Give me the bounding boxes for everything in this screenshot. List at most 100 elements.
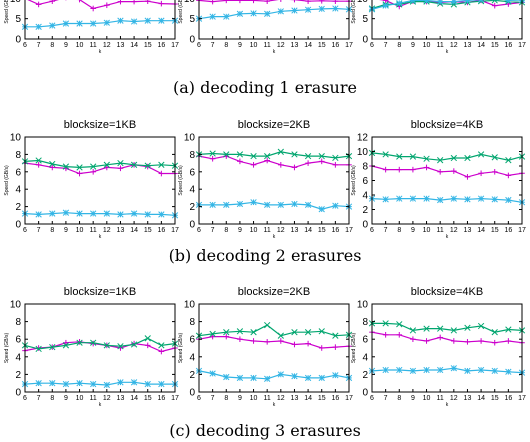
x-tick-label: 14: [130, 42, 138, 49]
data-point: [250, 374, 257, 382]
data-point: [223, 329, 230, 336]
data-point: [478, 170, 484, 177]
data-point: [237, 0, 243, 4]
y-tick-label: 2: [15, 370, 21, 381]
data-point: [144, 380, 151, 388]
data-point: [103, 161, 110, 168]
data-point: [223, 0, 230, 4]
x-tick-label: 8: [397, 227, 401, 234]
y-axis-label: Speed (GB/s): [351, 333, 357, 364]
y-tick-label: 2: [189, 370, 195, 381]
data-point: [277, 201, 284, 209]
y-tick-label: 0: [362, 35, 368, 46]
caption-a: (a) decoding 1 erasure: [173, 78, 357, 97]
x-tick-label: 6: [370, 227, 374, 234]
x-tick-label: 8: [397, 42, 401, 49]
y-tick-label: 10: [357, 147, 369, 158]
data-point: [117, 211, 124, 218]
x-tick-label: 10: [250, 395, 258, 402]
chart-panel-a-3: 05101567891011121314151617kSpeed (GB/s): [351, 0, 526, 55]
x-tick-label: 17: [518, 227, 526, 234]
series-line-2: [24, 159, 176, 169]
plot-frame: [198, 303, 350, 393]
x-tick-label: 14: [477, 42, 485, 49]
data-point: [505, 338, 512, 344]
data-point: [450, 1, 457, 8]
data-point: [264, 321, 271, 329]
x-axis-label: k: [446, 234, 449, 240]
series-line-2: [372, 322, 523, 333]
chart-panel-b-1: 0 2 4 6 8 10 6 7 8 9 10 11 12 13 14 15 16 17 k Speed (GB/s)…: [4, 119, 179, 240]
x-tick-label: 9: [411, 395, 415, 402]
data-point: [35, 23, 42, 30]
x-tick-label: 13: [291, 227, 299, 234]
data-point: [477, 195, 485, 202]
data-point: [62, 209, 70, 216]
data-point: [62, 163, 70, 170]
data-point: [90, 339, 97, 346]
x-tick-label: 17: [345, 227, 353, 234]
chart-panel-c-1: 0 2 4 6 8 10 6 7 8 9 10 11 12 13 14 15 16 17 k Speed (GB/s)…: [4, 286, 179, 408]
y-tick-label: 6: [189, 167, 195, 178]
data-point: [209, 0, 216, 5]
x-tick-label: 10: [250, 42, 258, 49]
x-tick-label: 13: [291, 42, 299, 49]
y-tick-label: 10: [10, 0, 22, 5]
data-point: [437, 325, 444, 332]
plot-frame: [24, 303, 176, 393]
y-axis-label: Speed (GB/s): [4, 165, 10, 196]
data-point: [450, 0, 457, 5]
y-tick-label: 0: [189, 220, 195, 231]
x-tick-label: 9: [64, 42, 68, 49]
data-point: [236, 151, 244, 158]
x-tick-label: 17: [171, 395, 179, 402]
data-point: [505, 196, 512, 204]
x-tick-label: 10: [76, 42, 84, 49]
data-point: [396, 166, 403, 173]
y-tick-label: 2: [362, 370, 368, 381]
x-tick-label: 7: [384, 395, 388, 402]
data-point: [236, 374, 244, 382]
series-line-1: [371, 331, 523, 344]
x-axis-label: k: [273, 234, 276, 240]
data-point: [318, 374, 325, 382]
x-tick-label: 6: [197, 42, 201, 49]
x-axis-label: k: [273, 402, 276, 408]
x-tick-label: 16: [157, 42, 165, 49]
data-point: [437, 169, 443, 175]
x-tick-label: 8: [397, 395, 401, 402]
data-point: [450, 195, 457, 202]
x-tick-label: 8: [224, 395, 228, 402]
data-point: [250, 10, 257, 17]
x-tick-label: 17: [518, 395, 526, 402]
x-tick-label: 11: [437, 395, 444, 402]
y-tick-label: 4: [189, 185, 195, 196]
data-point: [304, 6, 312, 13]
data-point: [505, 0, 512, 4]
y-tick-label: 10: [357, 0, 369, 5]
y-axis-label: Speed (GB/s): [178, 0, 184, 24]
data-point: [158, 170, 165, 177]
x-tick-label: 13: [117, 42, 125, 49]
data-point: [318, 328, 325, 335]
x-tick-label: 15: [144, 227, 152, 234]
x-tick-label: 13: [291, 395, 299, 402]
x-tick-label: 15: [144, 395, 152, 402]
data-point: [76, 339, 83, 345]
data-point: [318, 5, 325, 13]
data-point: [450, 327, 457, 334]
data-point: [505, 368, 512, 375]
y-tick-label: 8: [15, 317, 21, 328]
y-tick-label: 8: [189, 150, 195, 161]
x-tick-label: 15: [318, 395, 326, 402]
x-tick-label: 15: [144, 42, 152, 49]
data-point: [117, 379, 124, 386]
y-tick-label: 0: [189, 388, 195, 399]
data-point: [277, 148, 284, 155]
data-point: [305, 0, 311, 4]
data-point: [104, 2, 110, 9]
data-point: [237, 158, 243, 165]
data-point: [62, 380, 70, 388]
data-point: [451, 168, 457, 174]
